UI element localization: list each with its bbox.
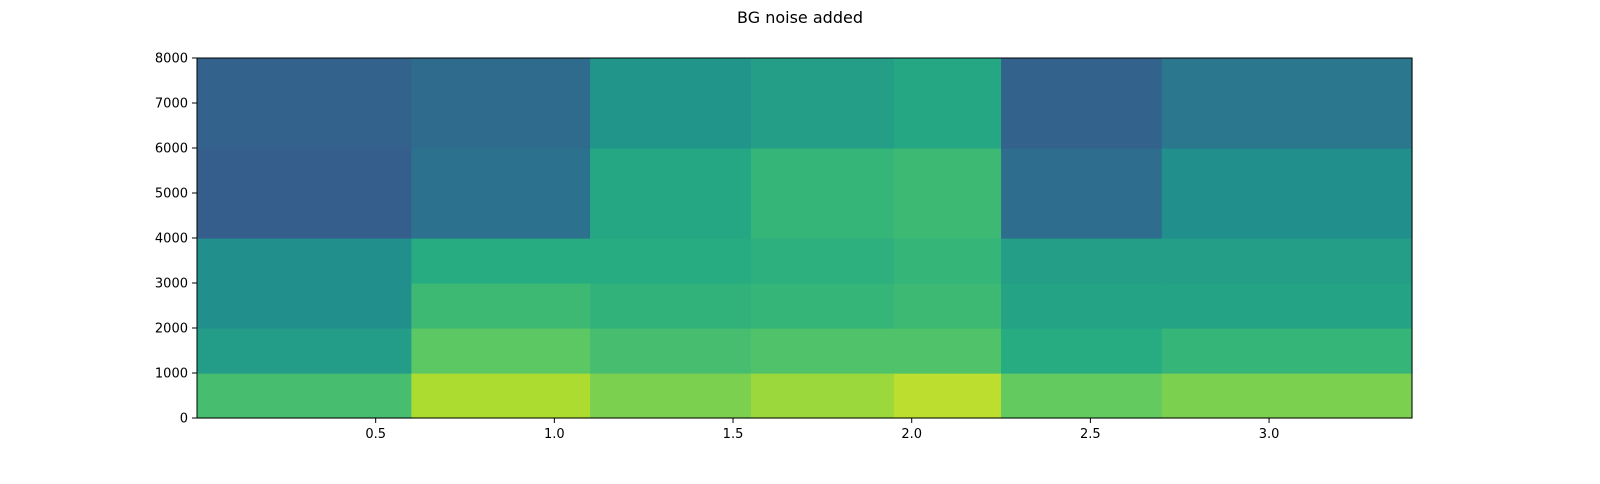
heatmap-cell: [1001, 373, 1163, 419]
heatmap-cell: [590, 373, 752, 419]
x-tick-label: 3.0: [1259, 427, 1280, 442]
heatmap-cell: [1161, 328, 1413, 374]
heatmap-cell: [411, 148, 591, 239]
heatmap-cell: [1161, 238, 1413, 284]
heatmap-cell: [590, 58, 752, 149]
heatmap-cell: [893, 238, 1002, 284]
axes: 0.5 1.0 1.5 2.0 2.5 3.0 0 1000 2000 3000 4000 5000 6…: [155, 52, 1413, 442]
y-tick-label: 4000: [155, 232, 188, 247]
y-tick-label: 6000: [155, 142, 188, 157]
heatmap-cell: [893, 148, 1002, 239]
heatmap-cell: [1001, 328, 1163, 374]
x-tick-label: 1.5: [723, 427, 744, 442]
heatmap-cell: [590, 238, 752, 284]
x-tick-label: 1.0: [544, 427, 565, 442]
heatmap-cell: [893, 283, 1002, 329]
heatmap-cell: [411, 373, 591, 419]
x-tick-label: 2.0: [901, 427, 922, 442]
heatmap-cell: [197, 373, 413, 419]
heatmap-cell: [893, 58, 1002, 149]
heatmap-cell: [411, 328, 591, 374]
y-tick-label: 7000: [155, 97, 188, 112]
heatmap-cell: [197, 238, 413, 284]
heatmap-cell: [590, 148, 752, 239]
y-tick-label: 1000: [155, 367, 188, 382]
heatmap-cell: [750, 373, 895, 419]
chart-title: BG noise added: [737, 8, 863, 27]
heatmap-cell: [893, 328, 1002, 374]
y-tick-label: 3000: [155, 277, 188, 292]
heatmap-cell: [750, 328, 895, 374]
heatmap-cell: [590, 328, 752, 374]
x-tick-label: 0.5: [365, 427, 386, 442]
heatmap-cell: [750, 58, 895, 149]
heatmap-cell: [411, 58, 591, 149]
x-tick-label: 2.5: [1080, 427, 1101, 442]
heatmap-cell: [1001, 238, 1163, 284]
heatmap-cell: [411, 283, 591, 329]
heatmap-cell: [750, 238, 895, 284]
heatmap-cell: [1001, 148, 1163, 239]
plot-area: [197, 58, 1413, 419]
heatmap-cell: [197, 58, 413, 149]
heatmap-cell: [750, 283, 895, 329]
y-tick-label: 0: [180, 412, 188, 427]
heatmap-cell: [411, 238, 591, 284]
heatmap-cell: [197, 328, 413, 374]
heatmap-cell: [590, 283, 752, 329]
heatmap-cell: [1161, 373, 1413, 419]
heatmap-cell: [750, 148, 895, 239]
heatmap-cell: [1161, 148, 1413, 239]
y-tick-label: 8000: [155, 52, 188, 67]
heatmap-cell: [1001, 58, 1163, 149]
y-tick-label: 2000: [155, 322, 188, 337]
heatmap-cell: [1161, 58, 1413, 149]
y-tick-label: 5000: [155, 187, 188, 202]
heatmap-cell: [197, 283, 413, 329]
heatmap-cell: [1001, 283, 1163, 329]
heatmap-cell: [1161, 283, 1413, 329]
heatmap-cell: [197, 148, 413, 239]
heatmap-cell: [893, 373, 1002, 419]
